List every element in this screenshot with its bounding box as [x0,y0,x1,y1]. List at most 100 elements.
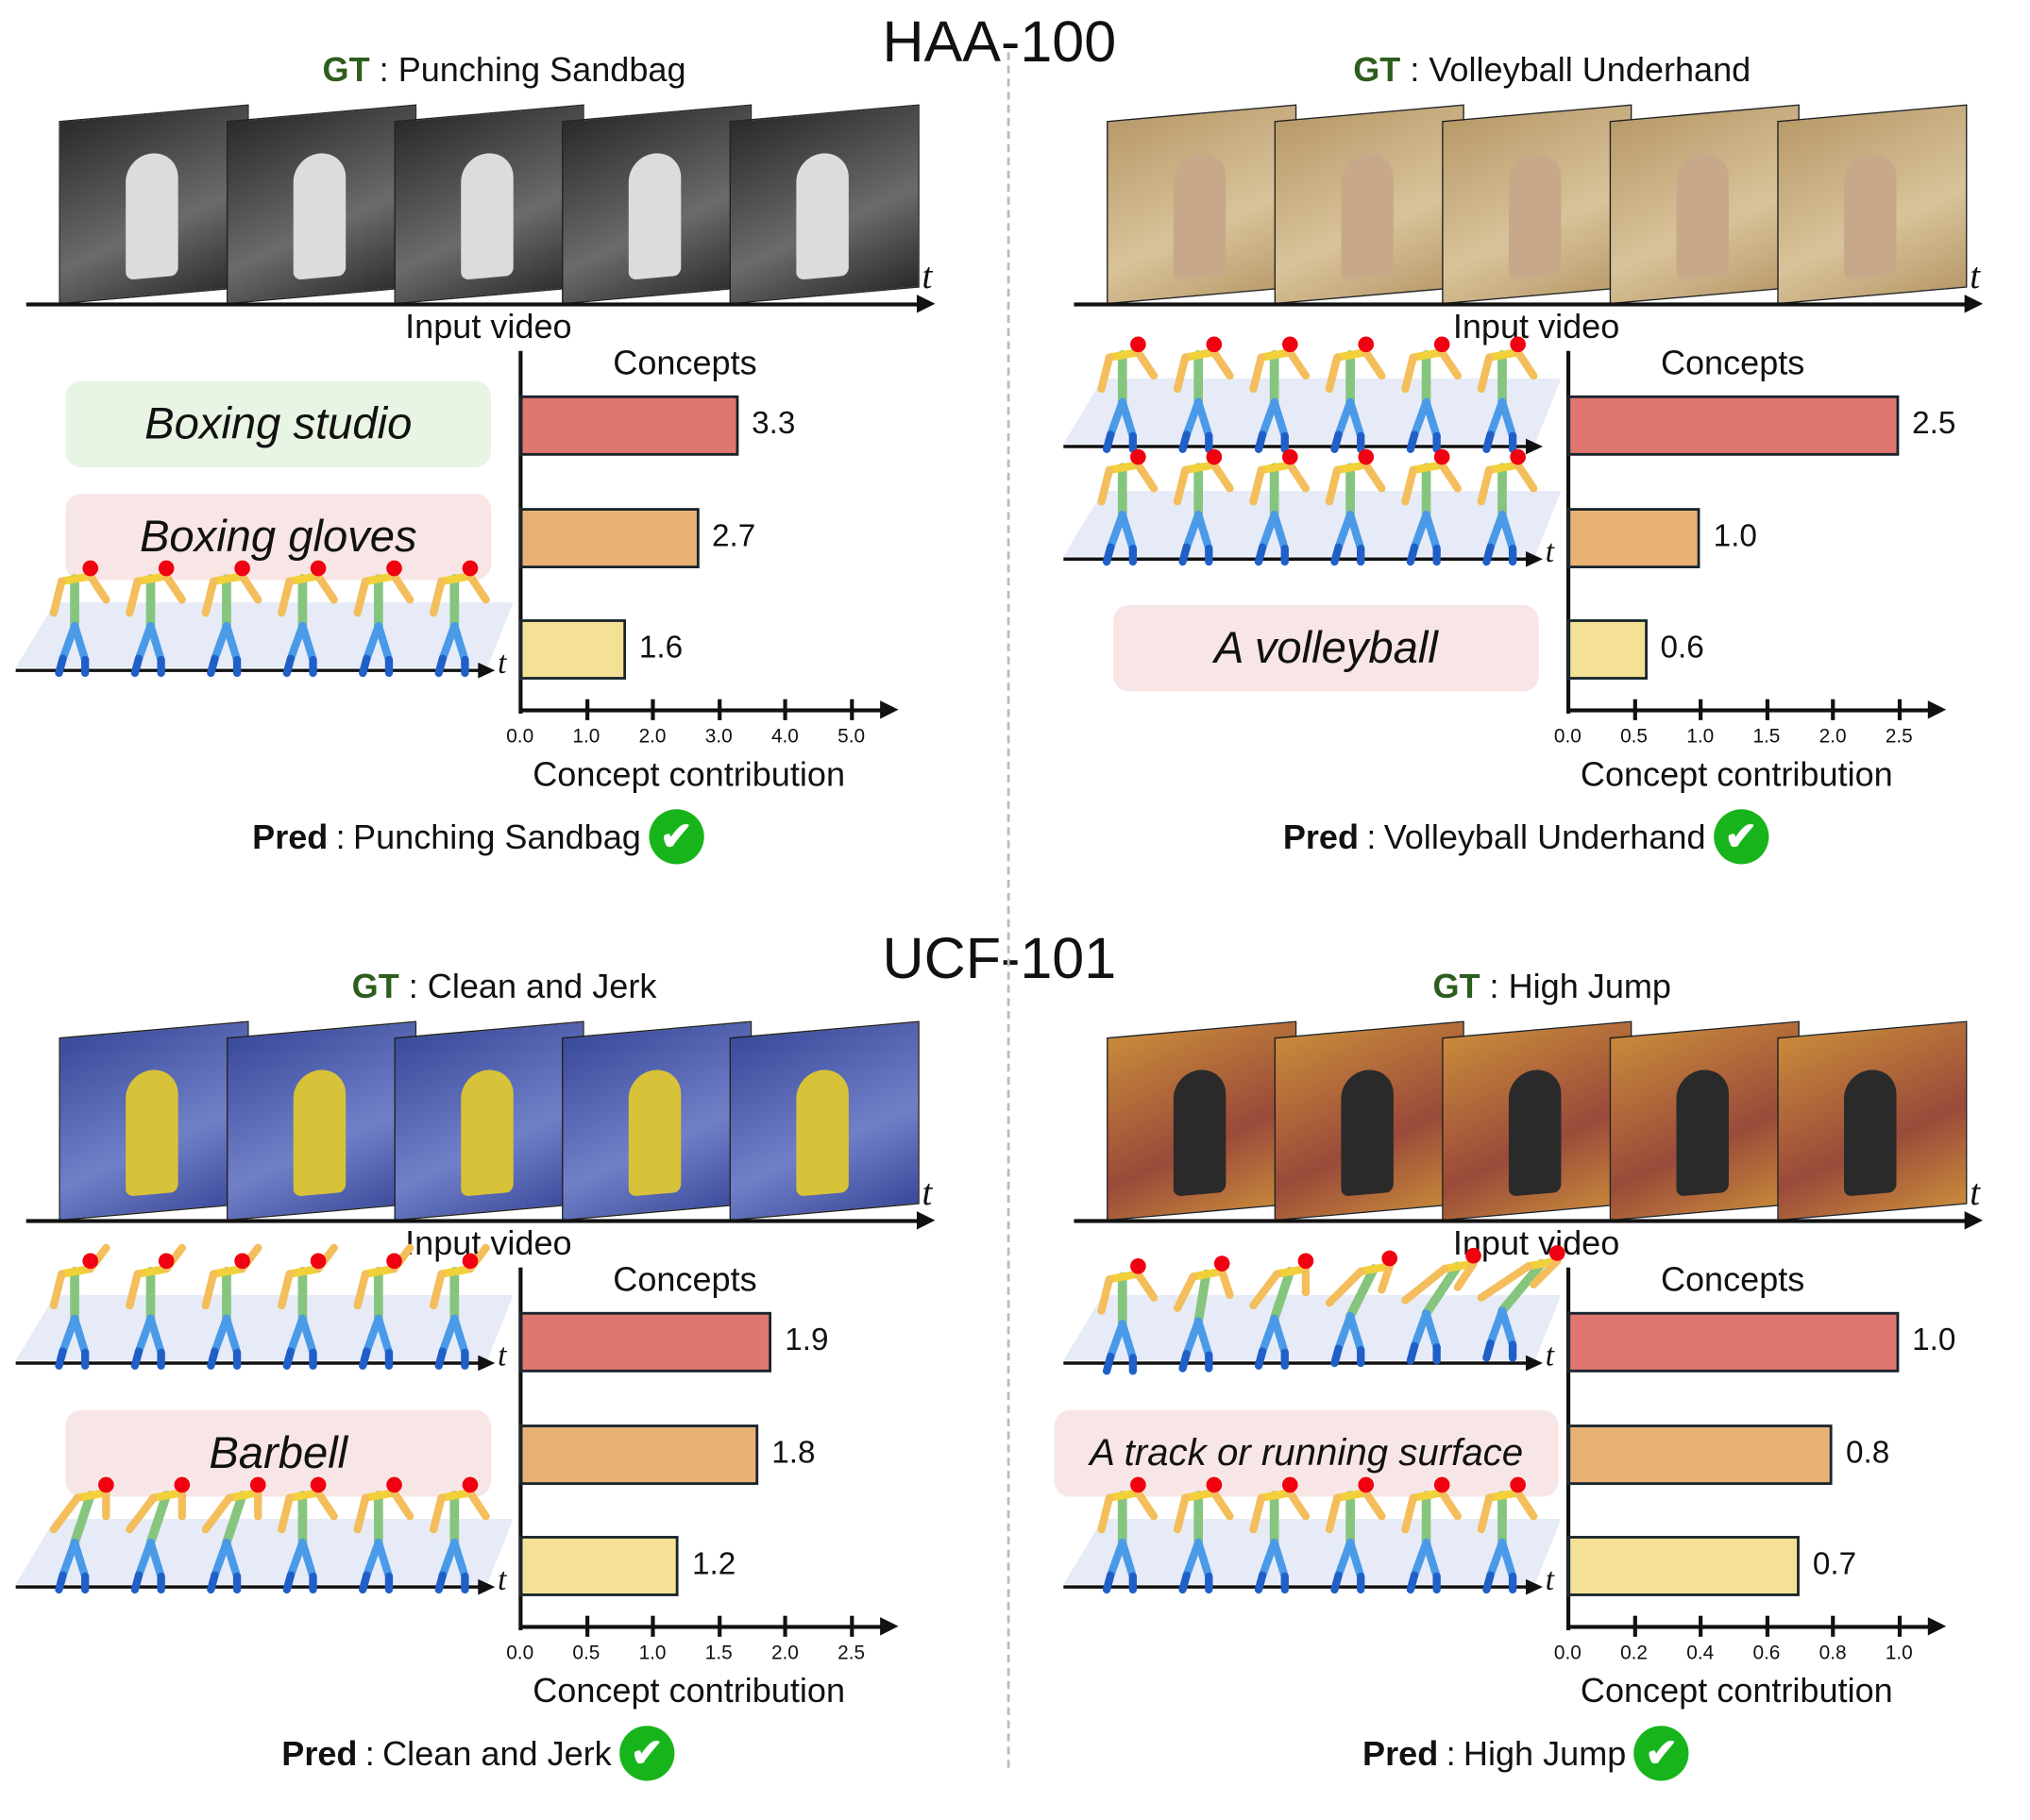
gt-prefix: GT [1432,966,1480,1006]
concept-text-box: Barbell [65,1409,492,1497]
chart-x-axis [519,1625,885,1629]
figure: HAA-100 UCF-101 GT : Punching Sandbag t In… [15,10,1984,1781]
video-frame [59,104,249,305]
stick-figure [1401,1476,1463,1594]
x-tick-label: 0.6 [1752,1642,1781,1665]
video-time-axis [25,302,920,307]
x-tick-mark [651,1615,655,1637]
x-tick-label: 2.0 [638,725,667,749]
stick-figure [353,560,414,678]
stick-figure [353,1476,414,1594]
bar-value-label: 1.0 [1713,518,1757,554]
floor-plane [15,1519,514,1585]
pred-separator: : [1446,1732,1456,1773]
gt-separator: : [1400,49,1429,90]
time-arrow-icon [1525,1355,1544,1372]
frame-subject [126,1068,178,1197]
head-marker [1281,336,1298,353]
concept-text-box: Boxing gloves [65,493,492,581]
time-label: t [1545,535,1555,570]
gt-separator: : [369,49,398,90]
stick-figure [1173,1255,1234,1373]
x-tick-label: 0.5 [572,1642,601,1665]
panel-divider [1007,52,1010,1768]
x-tick-label: 0.5 [1620,725,1649,749]
stick-figure [1249,1253,1314,1370]
head-marker [1358,448,1375,465]
time-arrow-icon [916,295,936,313]
stick-figure [429,560,490,678]
chart-y-label: Concepts [1660,1259,1805,1300]
x-axis-arrow-icon [880,700,899,719]
pred-separator: : [364,1732,375,1773]
head-marker [82,560,99,577]
time-label: t [498,1340,507,1374]
floor-plane [15,1294,514,1361]
concept-bar [519,1536,680,1596]
x-tick-mark [1831,1615,1835,1637]
stick-figure [1477,1245,1565,1362]
x-tick-mark [1765,1615,1769,1637]
video-frame [729,104,920,305]
stick-figure [201,1476,266,1594]
stick-figure [201,560,262,678]
input-video-label: Input video [1452,306,1620,346]
ground-truth-label: GT : Punching Sandbag [323,50,686,91]
check-circle-icon: ✔ [649,809,704,865]
gt-separator: : [1480,966,1509,1006]
concept-bar [519,395,739,456]
chart-x-label: Concept contribution [533,1670,846,1710]
head-marker [1381,1250,1398,1267]
prediction-label: Pred: Volleyball Underhand ✔ [1283,809,1769,865]
time-label: t [1970,256,1980,297]
frame-subject [1844,151,1897,280]
x-tick-mark [1699,699,1703,720]
stick-figure [126,560,186,678]
concept-bar [1567,508,1700,569]
stick-figure [49,1243,110,1370]
x-tick-mark [1831,699,1835,720]
stick-figure [49,560,110,678]
stick-figure [126,1243,186,1370]
x-tick-mark [1765,699,1769,720]
stick-figure [1401,1247,1481,1365]
head-marker [1358,1476,1375,1493]
panel-4: GT : High Jump t Input video Concepts 0.0 0.2… [1048,917,2030,1820]
head-marker [1130,336,1146,353]
concept-bar [1567,619,1648,680]
x-tick-mark [584,1615,589,1637]
gt-prefix: GT [322,49,370,90]
stick-figure [1325,1476,1386,1594]
bar-value-label: 1.8 [771,1435,816,1471]
chart-x-label: Concept contribution [1580,1670,1893,1710]
pred-prefix: Pred [252,816,329,856]
head-marker [249,1476,266,1493]
chart-y-label: Concepts [1660,343,1805,383]
stick-figure [1401,336,1463,453]
video-frame [394,1020,584,1222]
concept-bar [1567,1424,1834,1485]
x-tick-mark [651,699,655,720]
chart-y-label: Concepts [613,1259,757,1300]
concept-bar [1567,1311,1900,1373]
head-marker [1130,1258,1146,1274]
stick-figure [1097,1476,1159,1594]
stick-figure [1173,448,1234,566]
time-label: t [498,647,507,682]
floor-plane [1063,491,1562,557]
x-tick-mark [1699,1615,1703,1637]
head-marker [310,560,327,577]
prediction-label: Pred: Punching Sandbag ✔ [252,809,704,865]
head-marker [386,560,402,577]
frame-subject [796,151,849,280]
stick-figure [278,1243,338,1370]
time-arrow-icon [1964,1211,1984,1230]
x-tick-mark [784,1615,788,1637]
prediction-label: Pred: High Jump ✔ [1362,1726,1689,1781]
chart-x-axis [1567,708,1932,713]
head-marker [386,1253,402,1270]
frame-subject [1173,1068,1226,1197]
x-tick-label: 1.0 [1885,1642,1913,1665]
bar-value-label: 1.9 [785,1322,829,1358]
video-frame [1107,1020,1297,1222]
